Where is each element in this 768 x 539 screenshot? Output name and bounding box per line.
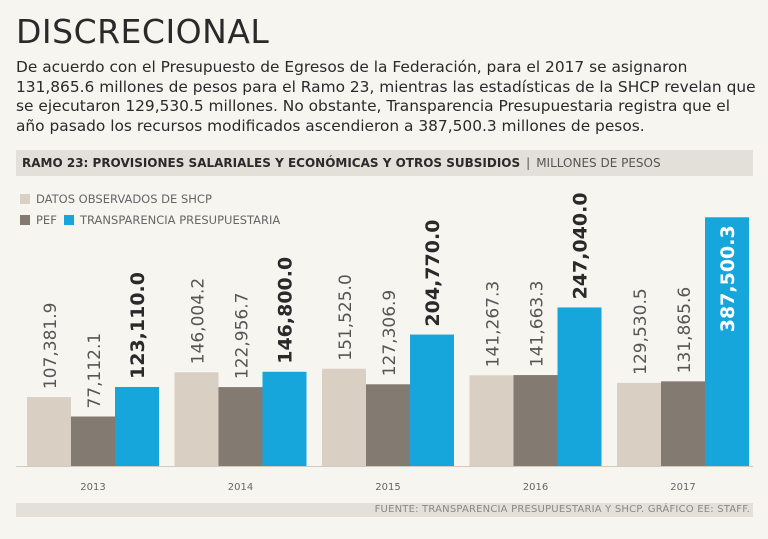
bar-transparencia-2016 bbox=[557, 307, 602, 466]
value-label-pef-2013: 77,112.1 bbox=[85, 333, 105, 409]
value-label-transparencia-2014: 146,800.0 bbox=[275, 257, 297, 364]
value-label-transparencia-2015: 204,770.0 bbox=[422, 220, 444, 327]
intro-paragraph: De acuerdo con el Presupuesto de Egresos… bbox=[16, 58, 756, 135]
bar-pef-2014 bbox=[218, 387, 263, 466]
chart-title-band: RAMO 23: PROVISIONES SALARIALES Y ECONÓM… bbox=[16, 150, 753, 176]
bar-shcp-2017 bbox=[617, 382, 661, 466]
value-label-shcp-2017: 129,530.5 bbox=[631, 288, 651, 375]
category-label-2016: 2016 bbox=[523, 482, 548, 493]
legend-swatch-transparencia bbox=[64, 215, 74, 225]
value-label-transparencia-2016: 247,040.0 bbox=[570, 192, 592, 299]
category-label-2013: 2013 bbox=[80, 482, 105, 493]
bar-pef-2017 bbox=[661, 381, 705, 466]
value-label-pef-2014: 122,956.7 bbox=[233, 293, 253, 380]
category-label-2014: 2014 bbox=[228, 482, 253, 493]
title-separator: | bbox=[526, 156, 531, 170]
value-label-pef-2015: 127,306.9 bbox=[380, 290, 400, 377]
source-band bbox=[16, 503, 753, 517]
legend-swatch-shcp bbox=[20, 194, 30, 204]
bar-transparencia-2013 bbox=[115, 386, 159, 466]
legend-swatch-pef bbox=[20, 215, 30, 225]
bar-pef-2016 bbox=[513, 375, 558, 466]
legend-label-pef: PEF bbox=[36, 213, 57, 227]
legend-label-shcp: DATOS OBSERVADOS DE SHCP bbox=[36, 192, 212, 206]
legend-label-transparencia: TRANSPARENCIA PRESUPUESTARIA bbox=[80, 213, 281, 227]
value-label-shcp-2013: 107,381.9 bbox=[41, 303, 61, 390]
bar-shcp-2015 bbox=[322, 368, 366, 466]
chart-title: RAMO 23: PROVISIONES SALARIALES Y ECONÓM… bbox=[22, 156, 521, 170]
value-label-pef-2017: 131,865.6 bbox=[675, 287, 695, 374]
legend-item-transparencia: TRANSPARENCIA PRESUPUESTARIA bbox=[64, 213, 280, 227]
bar-transparencia-2014 bbox=[262, 371, 307, 466]
bar-pef-2013 bbox=[71, 416, 115, 466]
value-label-shcp-2016: 141,267.3 bbox=[484, 281, 504, 368]
value-label-transparencia-2013: 123,110.0 bbox=[127, 272, 149, 379]
source-note: FUENTE: TRANSPARENCIA PRESUPUESTARIA Y S… bbox=[374, 504, 750, 515]
bar-shcp-2016 bbox=[469, 375, 514, 466]
value-label-transparencia-2017: 387,500.3 bbox=[717, 225, 739, 332]
value-label-pef-2016: 141,663.3 bbox=[528, 281, 548, 368]
category-label-2017: 2017 bbox=[670, 482, 695, 493]
bar-pef-2015 bbox=[366, 384, 410, 466]
chart-unit: MILLONES DE PESOS bbox=[536, 156, 661, 170]
value-label-shcp-2015: 151,525.0 bbox=[336, 274, 356, 361]
bar-transparencia-2015 bbox=[410, 334, 454, 466]
bar-shcp-2014 bbox=[174, 372, 219, 466]
legend-item-pef: PEF bbox=[20, 213, 57, 227]
bar-transparencia-2017 bbox=[705, 217, 749, 466]
legend-item-shcp: DATOS OBSERVADOS DE SHCP bbox=[20, 192, 212, 206]
value-label-shcp-2014: 146,004.2 bbox=[189, 278, 209, 365]
bar-shcp-2013 bbox=[27, 397, 71, 466]
category-label-2015: 2015 bbox=[375, 482, 400, 493]
page-title: DISCRECIONAL bbox=[16, 12, 270, 51]
